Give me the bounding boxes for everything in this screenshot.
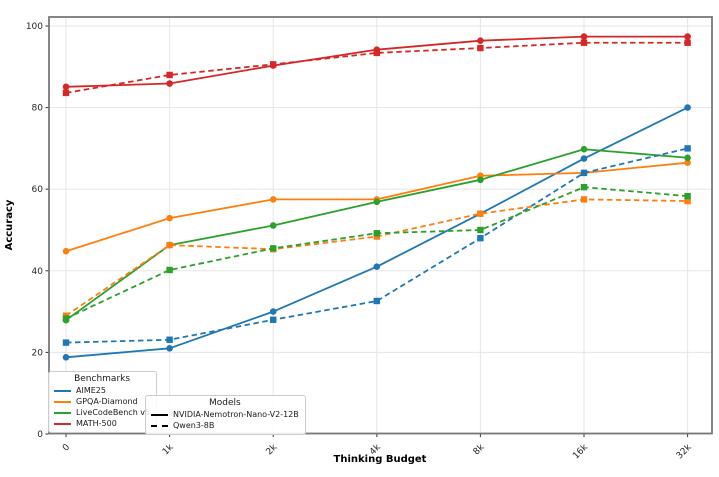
data-point-marker <box>62 339 70 346</box>
data-point-marker <box>477 234 484 242</box>
data-point-marker <box>269 222 277 229</box>
data-point-marker <box>270 245 277 252</box>
legend-entry-aime25: AIME25 <box>54 385 150 396</box>
data-point-marker <box>684 104 691 111</box>
legend-entry-livecodebench: LiveCodeBench v5 <box>54 407 150 418</box>
data-point-marker <box>580 155 588 162</box>
data-point-marker <box>373 198 381 206</box>
legend-label: NVIDIA-Nemotron-Nano-V2-12B <box>173 410 299 419</box>
dashed-line-swatch-icon <box>151 424 168 427</box>
y-tick-label: 80 <box>32 104 44 114</box>
data-point-marker <box>62 315 70 322</box>
y-tick-label: 40 <box>32 267 44 277</box>
data-point-marker <box>373 233 380 240</box>
x-axis-title: Thinking Budget <box>333 454 427 465</box>
legend-entry-math-500: MATH-500 <box>54 418 150 429</box>
data-point-marker <box>373 263 381 271</box>
legend-label: MATH-500 <box>76 419 117 428</box>
x-tick-label: 1k <box>161 442 176 457</box>
data-point-marker <box>477 210 484 217</box>
data-point-marker <box>477 176 484 184</box>
data-point-marker <box>477 44 484 52</box>
livecodebench-line-swatch-icon <box>54 411 71 414</box>
y-tick-label: 20 <box>32 348 44 358</box>
data-point-marker <box>684 33 691 40</box>
gpqa-diamond-line-swatch-icon <box>54 400 71 403</box>
y-tick-label: 100 <box>26 22 43 32</box>
legend-benchmarks-title: Benchmarks <box>74 374 131 384</box>
legend-entry-qwen3-8b: Qwen3-8B <box>151 420 299 431</box>
data-point-marker <box>373 49 380 57</box>
data-point-marker <box>477 226 484 234</box>
data-point-marker <box>166 80 173 87</box>
data-point-marker <box>166 241 173 249</box>
data-point-marker <box>270 316 277 323</box>
data-point-marker <box>684 39 691 46</box>
legend-models-title: Models <box>209 398 241 408</box>
aime25-line-swatch-icon <box>54 389 71 392</box>
data-point-marker <box>684 159 691 166</box>
legend-models: Models NVIDIA-Nemotron-Nano-V2-12B Qwen3… <box>145 395 306 435</box>
legend-label: AIME25 <box>76 386 106 395</box>
data-point-marker <box>580 33 588 40</box>
legend-label: LiveCodeBench v5 <box>76 408 151 417</box>
math-500-line-swatch-icon <box>54 422 71 425</box>
data-point-marker <box>269 308 277 315</box>
data-point-marker <box>684 154 691 162</box>
data-point-marker <box>477 37 484 44</box>
legend-entry-nemotron: NVIDIA-Nemotron-Nano-V2-12B <box>151 409 299 420</box>
legend-benchmarks: Benchmarks AIME25 GPQA-Diamond LiveCodeB… <box>48 371 158 433</box>
data-point-marker <box>270 61 277 68</box>
data-point-marker <box>62 83 70 91</box>
data-point-marker <box>62 247 70 255</box>
data-point-marker <box>166 336 173 343</box>
legend-entry-gpqa-diamond: GPQA-Diamond <box>54 396 150 407</box>
y-tick-label: 60 <box>32 185 44 195</box>
x-tick-label: 0 <box>61 442 72 453</box>
data-point-marker <box>166 345 173 352</box>
data-point-marker <box>373 297 380 305</box>
x-tick-label: 32k <box>675 442 694 461</box>
plot-border <box>48 16 713 435</box>
data-point-marker <box>166 214 173 222</box>
data-point-marker <box>580 183 588 191</box>
data-point-marker <box>684 192 691 200</box>
data-point-marker <box>269 196 277 203</box>
solid-line-swatch-icon <box>151 413 168 416</box>
data-point-marker <box>580 39 588 46</box>
data-point-marker <box>580 196 588 203</box>
y-axis-title: Accuracy <box>4 199 15 251</box>
data-point-marker <box>62 353 70 361</box>
data-point-marker <box>373 230 380 237</box>
legend-label: Qwen3-8B <box>173 421 215 430</box>
data-point-marker <box>166 266 173 274</box>
data-point-marker <box>580 169 588 177</box>
data-point-marker <box>684 197 691 205</box>
data-point-marker <box>62 89 70 97</box>
legend-label: GPQA-Diamond <box>76 397 138 406</box>
y-tick-label: 0 <box>37 430 43 440</box>
data-point-marker <box>166 71 173 79</box>
x-tick-label: 2k <box>265 442 280 457</box>
data-point-marker <box>684 145 691 152</box>
data-point-marker <box>580 145 588 153</box>
x-tick-label: 16k <box>571 442 590 461</box>
